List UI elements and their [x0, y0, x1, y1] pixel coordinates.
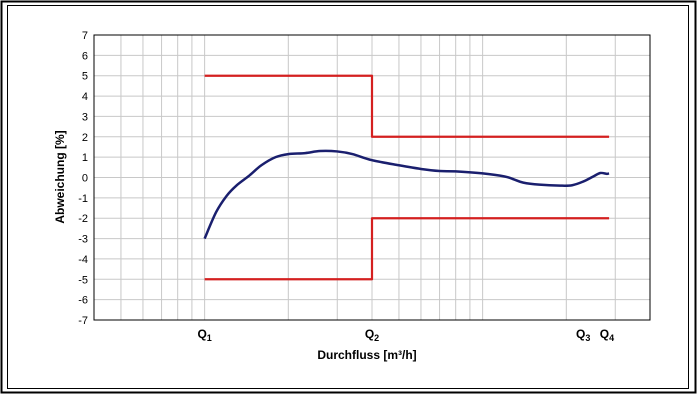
y-tick-label: 2 [82, 132, 88, 144]
y-tick-label: -2 [78, 213, 88, 225]
y-tick-label: -7 [78, 315, 88, 327]
x-axis-label: Durchfluss [m³/h] [317, 348, 416, 362]
y-tick-label: -6 [78, 295, 88, 307]
y-tick-label: 6 [82, 50, 88, 62]
y-tick-label: 3 [82, 111, 88, 123]
y-axis-label: Abweichung [%] [53, 130, 67, 223]
y-tick-label: 7 [82, 30, 88, 42]
y-tick-label: -3 [78, 234, 88, 246]
y-tick-label: -4 [78, 254, 88, 266]
y-tick-label: 5 [82, 71, 88, 83]
y-tick-label: 0 [82, 173, 88, 185]
y-tick-label: -5 [78, 274, 88, 286]
inner-border [8, 6, 689, 389]
y-tick-label: 1 [82, 152, 88, 164]
y-tick-label: 4 [82, 91, 88, 103]
y-tick-label: -1 [78, 193, 88, 205]
